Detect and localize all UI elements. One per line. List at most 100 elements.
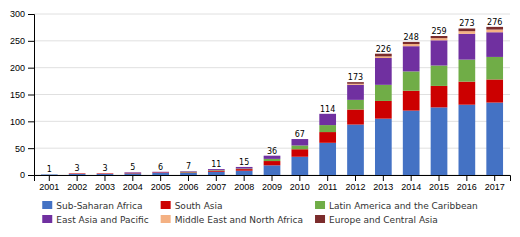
tick-mark xyxy=(383,175,384,181)
plot: 1335671115366711417322624825927327605010… xyxy=(10,9,511,192)
bar-segment xyxy=(236,171,253,175)
data-label: 173 xyxy=(348,73,363,82)
bar-segment xyxy=(431,36,448,38)
chart: 1335671115366711417322624825927327605010… xyxy=(0,0,520,237)
tick: 2016 xyxy=(457,175,477,192)
legend-item: Middle East and North Africa xyxy=(161,215,303,225)
tick-mark xyxy=(28,175,34,176)
legend-label: Middle East and North Africa xyxy=(175,215,303,225)
bar-segment xyxy=(347,100,364,110)
bar-segment xyxy=(486,27,503,30)
tick-label: 2006 xyxy=(178,182,198,192)
bar-segment xyxy=(431,107,448,175)
tick-label: 2003 xyxy=(95,182,115,192)
data-label: 6 xyxy=(158,163,163,172)
tick-label: 2001 xyxy=(39,182,59,192)
tick: 2014 xyxy=(401,175,421,192)
tick-label: 2010 xyxy=(290,182,310,192)
grid xyxy=(34,14,510,175)
bar-segment xyxy=(375,85,392,101)
tick-mark xyxy=(28,121,34,122)
data-label: 67 xyxy=(295,130,305,139)
tick-mark xyxy=(77,175,78,181)
tick: 2015 xyxy=(429,175,449,192)
bar-segment xyxy=(319,143,336,175)
tick-mark xyxy=(327,175,328,181)
series xyxy=(124,32,503,173)
tick-label: 2017 xyxy=(485,182,505,192)
bar-segment xyxy=(291,149,308,157)
bar-segment xyxy=(431,40,448,65)
bar-segment xyxy=(347,85,364,100)
bar-segment xyxy=(459,28,476,31)
tick-label: 200 xyxy=(10,63,25,73)
bar-segment xyxy=(486,57,503,80)
tick-mark xyxy=(272,175,273,181)
bar-segment xyxy=(375,54,392,57)
series xyxy=(69,79,503,173)
data-label: 15 xyxy=(239,158,249,167)
bar-segment xyxy=(459,105,476,175)
tick-label: 100 xyxy=(10,117,25,127)
tick: 2009 xyxy=(262,175,282,192)
legend-item: South Asia xyxy=(161,201,223,211)
tick-label: 50 xyxy=(15,144,25,154)
tick: 0 xyxy=(20,170,34,180)
bar-segment xyxy=(152,172,169,173)
data-label: 248 xyxy=(404,33,419,42)
bar-segment xyxy=(152,172,169,174)
legend-item: Europe and Central Asia xyxy=(315,215,438,225)
tick-mark xyxy=(49,175,50,181)
tick: 2017 xyxy=(485,175,505,192)
tick: 2001 xyxy=(39,175,59,192)
tick-label: 2005 xyxy=(151,182,171,192)
bar-segment xyxy=(291,157,308,175)
tick-label: 2007 xyxy=(206,182,226,192)
axis-line xyxy=(35,176,511,182)
bar-segment xyxy=(208,171,225,172)
axis-line xyxy=(28,15,35,176)
legend-label: South Asia xyxy=(175,201,223,211)
tick-mark xyxy=(216,175,217,181)
bar-segment xyxy=(486,32,503,57)
bar-segment xyxy=(347,110,364,125)
tick-mark xyxy=(28,95,34,96)
bar-segment xyxy=(208,170,225,172)
bar-segment xyxy=(375,119,392,175)
bar-segment xyxy=(180,172,197,174)
tick-mark xyxy=(466,175,467,181)
total-labels: 13356711153667114173226248259273276 xyxy=(47,18,503,175)
tick: 200 xyxy=(10,63,34,73)
tick-label: 2016 xyxy=(457,182,477,192)
tick: 50 xyxy=(15,144,34,154)
y-axis: 0 50 100 150 200 250 300 xyxy=(10,9,35,180)
tick: 300 xyxy=(10,9,34,19)
bars xyxy=(41,27,503,175)
tick-mark xyxy=(411,175,412,181)
data-label: 36 xyxy=(267,147,277,156)
bar-segment xyxy=(124,172,141,173)
bar-segment xyxy=(375,56,392,58)
legend-item: Latin America and the Caribbean xyxy=(315,201,478,211)
bar-segment xyxy=(291,139,308,145)
tick-label: 2002 xyxy=(67,182,87,192)
tick-label: 150 xyxy=(10,90,25,100)
tick-label: 2009 xyxy=(262,182,282,192)
data-label: 3 xyxy=(75,164,80,173)
legend-swatch xyxy=(315,201,325,209)
tick: 2007 xyxy=(206,175,226,192)
bar-segment xyxy=(347,125,364,175)
tick-label: 2008 xyxy=(234,182,254,192)
bar-segment xyxy=(431,66,448,86)
tick: 2013 xyxy=(373,175,393,192)
tick: 250 xyxy=(10,36,34,46)
tick-mark xyxy=(299,175,300,181)
tick-label: 2015 xyxy=(429,182,449,192)
legend-item: Sub-Saharan Africa xyxy=(42,201,142,211)
tick: 2008 xyxy=(234,175,254,192)
data-label: 7 xyxy=(186,162,191,171)
data-label: 259 xyxy=(431,27,446,36)
bar-segment xyxy=(208,169,225,170)
bar-segment xyxy=(486,79,503,102)
x-axis: 2001200220032004200520062007200820092010… xyxy=(35,175,511,192)
